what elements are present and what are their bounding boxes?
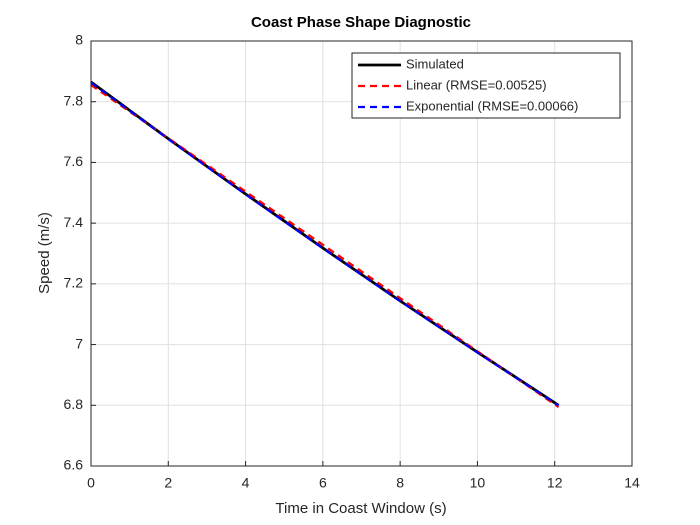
legend-label: Exponential (RMSE=0.00066) (406, 98, 578, 113)
x-tick-label: 6 (319, 475, 327, 491)
y-tick-label: 7 (75, 335, 83, 351)
y-tick-label: 7.8 (64, 92, 84, 108)
x-tick-label: 14 (624, 475, 640, 491)
ticks: 0 2 4 6 8 10 12 14 6.6 6.8 7 7.2 7.4 7.6 7.8 8 (64, 32, 640, 491)
x-tick-label: 2 (164, 475, 172, 491)
y-tick-label: 6.6 (64, 457, 84, 473)
x-tick-label: 10 (470, 475, 486, 491)
y-tick-label: 8 (75, 32, 83, 48)
legend-label: Linear (RMSE=0.00525) (406, 77, 547, 92)
y-axis-label: Speed (m/s) (36, 212, 53, 294)
y-tick-label: 6.8 (64, 396, 84, 412)
x-tick-label: 4 (242, 475, 250, 491)
x-tick-label: 0 (87, 475, 95, 491)
x-axis-label: Time in Coast Window (s) (275, 500, 446, 517)
axes-box (90, 40, 633, 467)
lines (90, 80, 560, 409)
y-tick-label: 7.6 (64, 153, 84, 169)
y-tick-label: 7.4 (64, 214, 84, 230)
legend: Simulated Linear (RMSE=0.00525) Exponentia… (351, 52, 621, 119)
series-line (90, 81, 560, 407)
chart-title: Coast Phase Shape Diagnostic (251, 14, 471, 31)
x-tick-label: 8 (396, 475, 404, 491)
y-tick-label: 7.2 (64, 275, 84, 291)
x-tick-label: 12 (547, 475, 563, 491)
legend-label: Simulated (406, 56, 464, 71)
